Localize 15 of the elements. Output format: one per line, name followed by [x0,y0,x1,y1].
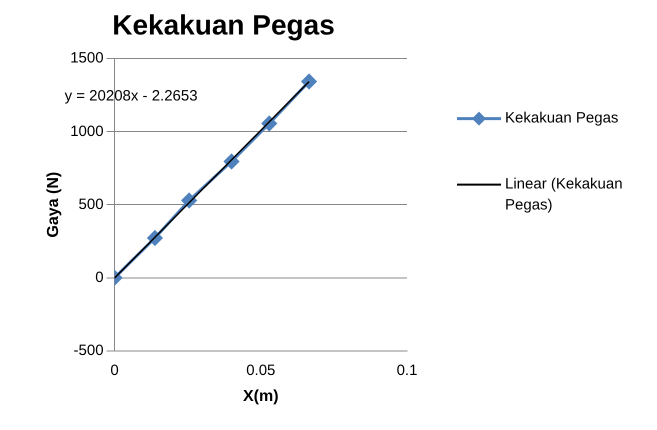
x-tick-label: 0.1 [396,362,418,379]
legend-label: Linear (Kekakuan Pegas) [505,176,623,214]
annotation: y = 20208x - 2.2653 [64,88,198,105]
x-tick-label: 0.05 [246,362,276,379]
y-tick-label: 1000 [70,122,104,140]
x-tick-label: 0 [110,362,119,379]
y-axis-title: Gaya (N) [45,172,62,238]
legend-label: Kekakuan Pegas [505,110,618,127]
y-tick-label: 1500 [70,50,104,67]
y-tick-label: 0 [95,268,104,286]
x-axis-title: X(m) [243,388,279,405]
point [302,74,317,90]
chart-title: Kekakuan Pegas [112,10,335,41]
y-tick-label: 500 [78,196,104,213]
y-tick-label: -500 [74,342,104,359]
